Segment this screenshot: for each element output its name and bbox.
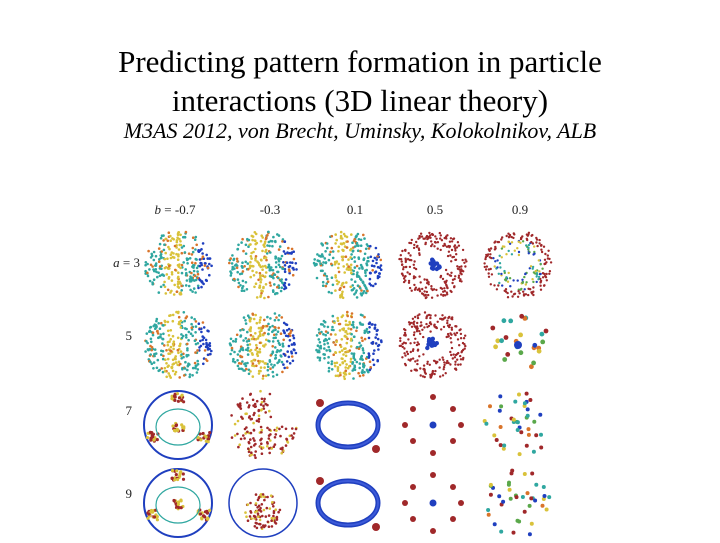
column-label-3: 0.1: [320, 202, 390, 218]
particle-pattern-hollow-sphere-cluster: [398, 231, 468, 300]
column-label-5: 0.9: [485, 202, 555, 218]
pattern-cell-a9-b0.1: [308, 463, 388, 543]
pattern-cell-a3-b0.5: [393, 225, 473, 305]
pattern-cell-a7-b-0.7: [138, 385, 218, 465]
slide-title: Predicting pattern formation in particle…: [0, 42, 720, 120]
row-value-1: 3: [133, 255, 141, 270]
particle-pattern-sphere-shell: [228, 312, 298, 380]
row-label-4: 9: [100, 486, 133, 502]
particle-pattern-colorful-clusters: [486, 468, 552, 537]
particle-pattern-tetra-ring: [143, 468, 213, 538]
a-symbol: a: [113, 255, 120, 270]
pattern-cell-a7-b-0.3: [223, 385, 303, 465]
particle-pattern-tetra-core: [228, 468, 298, 538]
particle-pattern-scattered-clusters: [490, 313, 549, 370]
row-value-2: 5: [125, 328, 133, 343]
column-label-b: b = -0.7: [154, 202, 196, 217]
particle-pattern-hollow-sphere-cluster: [398, 311, 467, 379]
column-label-2: -0.3: [235, 202, 305, 218]
row-label-2: 5: [100, 328, 133, 344]
pattern-cell-a3-b0.1: [308, 225, 388, 305]
particle-pattern-blue-ring: [315, 399, 381, 453]
pattern-cell-a9-b0.9: [478, 463, 558, 543]
pattern-cell-a7-b0.5: [393, 385, 473, 465]
column-value-3: 0.1: [346, 202, 364, 217]
row-label-a: a = 3: [113, 255, 141, 270]
particle-pattern-ring-sphere-core: [483, 231, 553, 299]
row-value-4: 9: [125, 486, 133, 501]
particle-pattern-sphere-shell: [312, 230, 383, 300]
slide-title-line-1: Predicting pattern formation in particle: [118, 44, 602, 79]
pattern-cell-a3-b-0.3: [223, 225, 303, 305]
particle-pattern-blue-ring: [315, 477, 381, 531]
column-value-1: -0.7: [174, 202, 196, 217]
pattern-cell-a3-b0.9: [478, 225, 558, 305]
b-symbol: b: [154, 202, 162, 217]
particle-pattern-sphere-shell: [144, 310, 213, 379]
pattern-cell-a5-b-0.7: [138, 305, 218, 385]
column-value-2: -0.3: [259, 202, 281, 217]
pattern-cell-a9-b-0.7: [138, 463, 218, 543]
pattern-cell-a7-b0.1: [308, 385, 388, 465]
pattern-cell-a5-b0.5: [393, 305, 473, 385]
pattern-cell-a5-b0.1: [308, 305, 388, 385]
pattern-cell-a9-b0.5: [393, 463, 473, 543]
pattern-cell-a7-b0.9: [478, 385, 558, 465]
particle-pattern-tetra-ring: [143, 390, 213, 460]
column-value-4: 0.5: [426, 202, 444, 217]
particle-pattern-colorful-clusters: [482, 391, 544, 457]
particle-pattern-sphere-shell: [144, 230, 213, 296]
pattern-cell-a5-b0.9: [478, 305, 558, 385]
slide-title-line-2: interactions (3D linear theory): [171, 83, 549, 118]
particle-pattern-sphere-shell: [315, 310, 383, 381]
particle-pattern-partial-shell: [230, 389, 298, 459]
column-value-5: 0.9: [511, 202, 529, 217]
particle-pattern-dotted-clusters: [402, 472, 464, 534]
pattern-cell-a3-b-0.7: [138, 225, 218, 305]
row-value-3: 7: [125, 403, 133, 418]
pattern-cell-a9-b-0.3: [223, 463, 303, 543]
citation-subtitle: M3AS 2012, von Brecht, Uminsky, Kolokoln…: [123, 118, 597, 143]
particle-pattern-dotted-clusters: [402, 394, 464, 456]
row-label-3: 7: [100, 403, 133, 419]
column-label-4: 0.5: [400, 202, 470, 218]
pattern-figure-grid: b = -0.7 -0.3 0.1 0.5 0.9 a = 3 5 7 9: [100, 200, 560, 538]
pattern-cell-a5-b-0.3: [223, 305, 303, 385]
particle-pattern-sphere-shell: [228, 230, 298, 300]
